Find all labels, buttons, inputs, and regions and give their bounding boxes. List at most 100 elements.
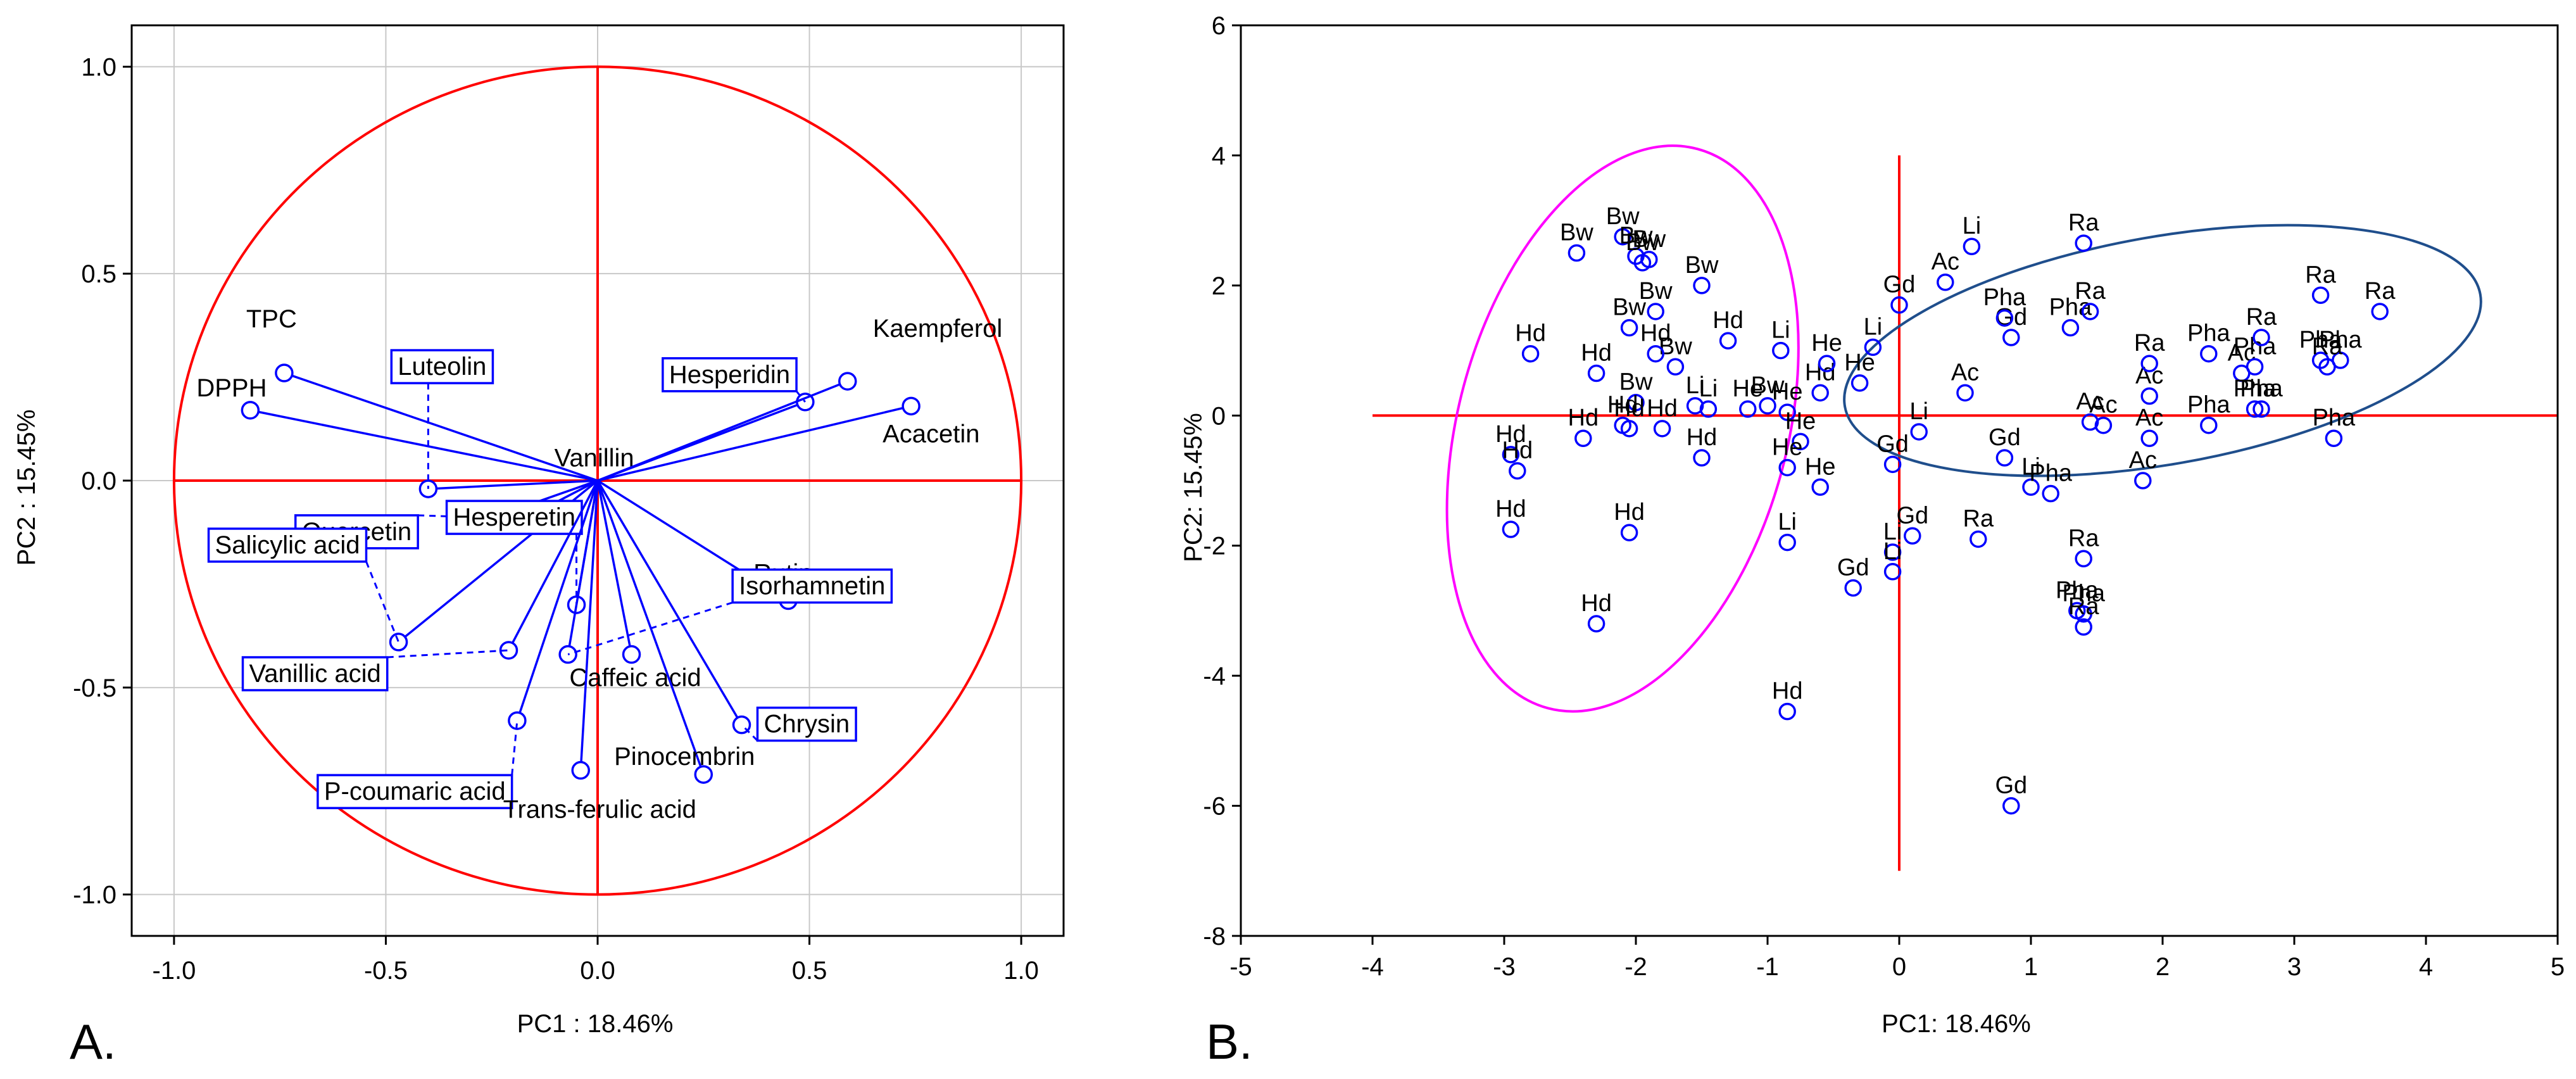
panel-b-point-label-pha: Pha [2234, 375, 2277, 402]
panel-b-point-label-li: Li [1771, 317, 1790, 344]
panel-b-point-label-hd: Hd [1495, 496, 1526, 522]
panel-b-point-label-hd: Hd [1712, 307, 1744, 334]
panel-b-point-label-pha: Pha [2062, 581, 2105, 607]
panel-a-label-caffeic-acid: Caffeic acid [569, 664, 701, 692]
panel-b-point-label-bw: Bw [1639, 278, 1673, 305]
panel-b-y-tick-label-1: -6 [1203, 793, 1226, 821]
panel-b-point-pha [2061, 319, 2080, 337]
panel-b-point-pha [2252, 400, 2270, 418]
panel-b-x-tick-label-8: 3 [2287, 953, 2301, 981]
panel-b-point-bw [1666, 358, 1685, 375]
panel-b-point-label-li: Li [1778, 509, 1797, 536]
panel-b-point-pha [2075, 605, 2092, 623]
panel-a-label-p-coumaric-acid: P-coumaric acid [324, 778, 506, 805]
panel-b-y-tick-label-0: -8 [1203, 923, 1226, 950]
panel-a-x-tick-label-0: -1.0 [152, 957, 196, 985]
panel-b-point-label-gd: Gd [1883, 272, 1916, 298]
panel-a-label-luteolin: Luteolin [398, 353, 486, 381]
panel-b-point-label-li: Li [1864, 313, 1883, 340]
panel-a-vector-tpc [284, 372, 598, 482]
panel-b-x-tick-label-3: -2 [1624, 953, 1647, 981]
panel-a-label-trans-ferulic-acid: Trans-ferulic acid [503, 796, 696, 824]
panel-a-y-tick-label-2: 0.0 [81, 467, 116, 495]
panel-b-point-gd [1883, 455, 1902, 474]
panel-b-point-ra [2311, 286, 2330, 305]
panel-a-ticks: -1.0 -0.5 0.0 0.5 1.0 -1.0 -0.5 0.0 0.5 1.0 [73, 53, 1039, 985]
panel-a-vector-acacetin [597, 405, 912, 482]
panel-b-point-pha [2246, 400, 2264, 418]
panel-b-point-label-ac: Ac [2089, 392, 2117, 419]
panel-b-point-li [1910, 423, 1928, 441]
panel-b-point-ra [2252, 329, 2270, 346]
panel-a-vector-chrysin [596, 480, 743, 726]
panel-b-point-li [1864, 338, 1882, 357]
panel-b-x-tick-label-7: 2 [2156, 953, 2170, 981]
panel-b-point-label-li: Li [1699, 375, 1718, 402]
panel-a-label-hesperetin: Hesperetin [453, 503, 575, 531]
panel-b-point-label-li: Li [1883, 519, 1902, 545]
panel-b-point-label-ra: Ra [2068, 210, 2099, 236]
panel-b-point-label-he: He [1805, 453, 1836, 480]
panel-b-point-label-gd: Gd [1876, 431, 1909, 457]
panel-b-point-label-hd: Hd [1515, 320, 1546, 347]
panel-b-point-pha [2200, 416, 2218, 434]
panel-a-point-pinocembrin [694, 765, 713, 784]
panel-b-point-label-hd: Hd [1495, 421, 1526, 448]
panel-b-x-tick-label-5: 0 [1892, 953, 1906, 981]
panel-b-point-li [1699, 400, 1718, 418]
panel-b-point-label-ra: Ra [2312, 333, 2343, 360]
panel-b-point-he [1778, 458, 1796, 477]
panel-b-point-label-ac: Ac [2076, 389, 2104, 415]
panel-b-point-he [1818, 355, 1836, 372]
panel-a-x-tick-label-1: -0.5 [364, 957, 408, 985]
panel-b-point-hd [1502, 521, 1520, 538]
panel-b-y-tick-label-3: -2 [1203, 533, 1226, 560]
panel-b-point-label-hd: Hd [1502, 438, 1533, 464]
panel-b-point-ra [2075, 550, 2092, 568]
panel-b-point-label-ra: Ra [2068, 593, 2099, 620]
panel-a-leader-p-coumaric-acid [511, 720, 518, 776]
panel-b-point-hd [1620, 420, 1638, 438]
panel-a-vector-isorhamnetin [567, 480, 599, 655]
panel-a-point-salicylic-acid [389, 633, 408, 652]
panel-a-vector-trans-ferulic-acid [579, 480, 599, 771]
panel-b-reference-lines [1373, 155, 2558, 871]
panel-a-point-caffeic-acid [622, 645, 641, 664]
panel-b-point-label-ra: Ra [2075, 278, 2106, 305]
panel-a-leader-vanillic-acid [387, 649, 509, 659]
panel-b-point-ra [2140, 355, 2158, 372]
panel-a-label-vanillic-acid: Vanillic acid [249, 660, 380, 688]
panel-b-point-label-pha: Pha [2313, 405, 2356, 431]
panel-b-point-label-bw: Bw [1632, 226, 1666, 253]
panel-b-point-bw [1640, 251, 1658, 268]
panel-b-point-label-gd: Gd [1837, 554, 1869, 581]
panel-b-point-hd [1587, 615, 1605, 633]
panel-b-point-hd [1811, 384, 1829, 402]
panel-b-point-hd [1653, 420, 1671, 438]
panel-b-point-ac [1956, 384, 1974, 402]
panel-a-label-vanillin: Vanillin [555, 444, 634, 472]
panel-a-vector-kaempferol [597, 380, 848, 482]
panel-b-point-pha [2200, 344, 2218, 363]
panel-b-ellipse-right [1843, 224, 2482, 477]
panel-a-label-kaempferol: Kaempferol [873, 315, 1003, 343]
panel-b-point-label-pha: Pha [2319, 327, 2362, 353]
panel-b-x-tick-label-9: 4 [2419, 953, 2433, 981]
panel-a-vector-caffeic-acid [596, 480, 633, 655]
panel-b-point-label-he: He [1811, 330, 1842, 357]
panel-b-point-label-pha: Pha [2029, 460, 2072, 487]
panel-a-label-hesperidin: Hesperidin [669, 361, 790, 389]
panel-b-x-tick-label-0: -5 [1229, 953, 1252, 981]
panel-a-label-box-hesperidin [662, 357, 798, 393]
panel-b-point-bw [1614, 228, 1631, 246]
panel-a-label-box-vanillic-acid [241, 656, 389, 691]
panel-b-ticks: -5 -4 -3 -2 -1 0 1 2 3 4 5 -8 -6 -4 -2 0 2 4 6 [1203, 12, 2565, 981]
panel-a-unit-circle [172, 65, 1023, 896]
panel-b-point-label-bw: Bw [1560, 220, 1593, 246]
panel-a-loading-vectors: TPCDPPHLuteolinVanillinQuercetinSalicyli… [196, 305, 1002, 823]
panel-b-point-hd [1693, 449, 1711, 467]
panel-b-point-hd [1502, 446, 1520, 464]
panel-b-point-label-bw: Bw [1606, 203, 1640, 230]
